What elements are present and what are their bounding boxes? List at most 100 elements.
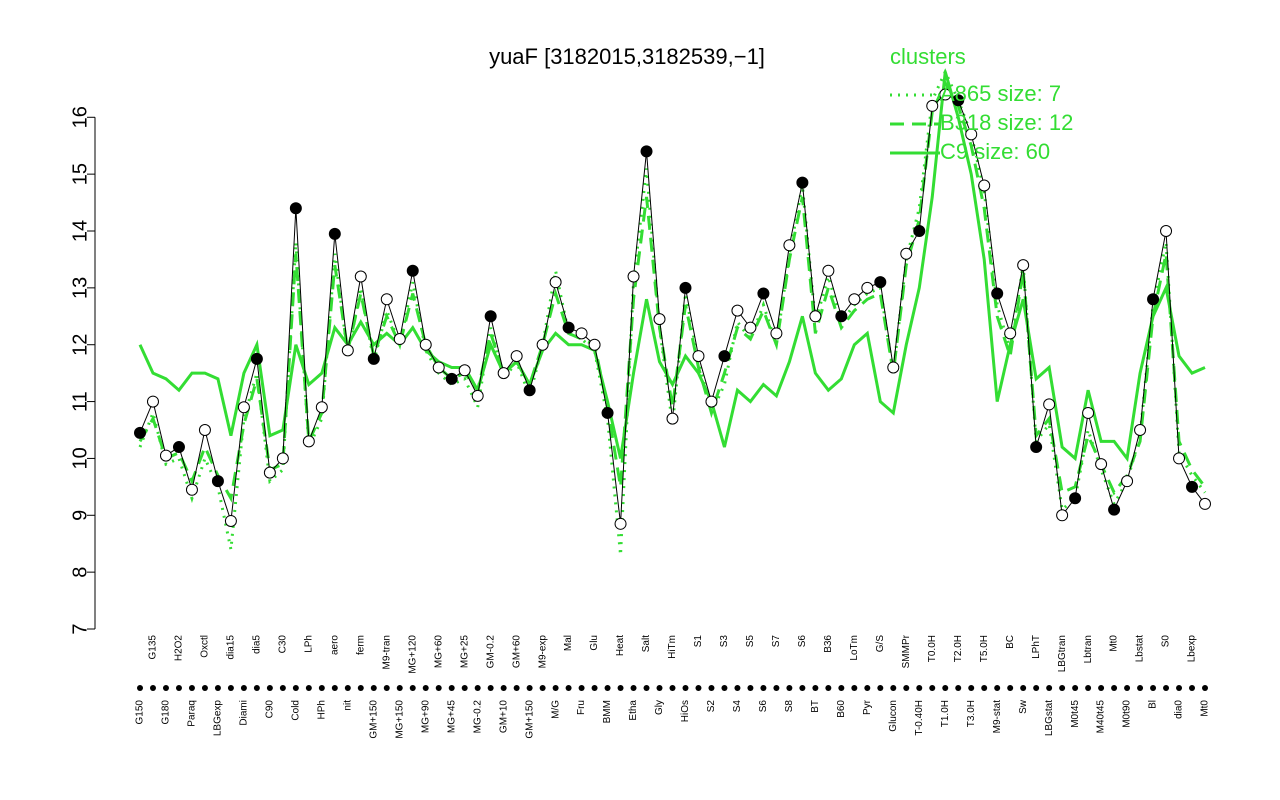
data-point: [198, 424, 211, 436]
x-tick-dot: [149, 685, 156, 691]
x-tick-label: aero: [329, 635, 340, 655]
x-tick-dot: [734, 685, 741, 691]
x-tick-dot: [1163, 685, 1170, 691]
x-tick-dot: [682, 685, 689, 691]
y-tick-label: 13: [69, 277, 91, 299]
y-tick-label: 15: [69, 163, 91, 185]
data-point: [718, 350, 731, 363]
y-tick-label: 9: [69, 510, 91, 521]
x-tick-label: LBGtran: [1057, 635, 1068, 672]
data-point: [134, 426, 146, 439]
x-tick-label: GM+10: [498, 700, 509, 734]
x-tick-label: S6: [758, 700, 769, 713]
x-tick-label: Mt0: [1200, 700, 1211, 717]
data-point: [302, 435, 315, 448]
x-tick-dot: [1020, 685, 1027, 691]
x-tick-dot: [513, 685, 520, 691]
x-tick-dot: [396, 685, 403, 691]
y-tick-label: 11: [69, 391, 91, 412]
y-tick-label: 8: [69, 567, 91, 578]
data-point: [796, 176, 809, 189]
x-tick-label: G135: [148, 635, 159, 660]
legend-title: clusters: [890, 44, 966, 69]
data-point: [952, 94, 965, 107]
x-tick-dot: [630, 685, 637, 691]
data-point: [757, 287, 770, 300]
x-tick-label: HPh: [316, 700, 327, 719]
x-tick-label: Salt: [641, 635, 652, 652]
plot-area: [134, 68, 1211, 556]
data-point: [1056, 509, 1069, 522]
data-point: [991, 287, 1004, 300]
x-tick-dot: [747, 685, 754, 691]
x-tick-dot: [474, 685, 481, 691]
x-tick-dot: [578, 685, 585, 691]
x-tick-label: SMMPr: [901, 634, 912, 668]
x-tick-label: Etha: [628, 700, 639, 721]
x-tick-dot: [838, 685, 845, 691]
data-point: [1147, 293, 1160, 306]
x-tick-dot: [695, 685, 702, 691]
x-tick-label: Paraq: [187, 700, 198, 727]
x-tick-dot: [1189, 685, 1196, 691]
data-point: [640, 145, 653, 158]
x-tick-dot: [929, 685, 936, 691]
data-point: [289, 202, 302, 215]
x-tick-dot: [331, 685, 338, 691]
x-tick-label: dia15: [226, 635, 237, 660]
data-point: [406, 264, 419, 277]
data-point: [536, 338, 549, 351]
x-tick-dot: [1150, 685, 1157, 691]
x-tick-dot: [461, 685, 468, 691]
x-tick-label: M9-stat: [992, 700, 1003, 734]
x-tick-dot: [851, 685, 858, 691]
x-tick-dot: [942, 685, 949, 691]
x-tick-label: S7: [771, 635, 782, 648]
data-point: [445, 372, 458, 385]
x-tick-dot: [825, 685, 832, 691]
x-tick-label: Bl: [1148, 700, 1159, 709]
x-tick-dot: [318, 685, 325, 691]
data-point: [419, 338, 432, 351]
x-tick-dot: [344, 685, 351, 691]
data-point: [1199, 497, 1211, 510]
data-point: [341, 344, 354, 357]
x-tick-label: dia5: [252, 635, 263, 654]
data-point: [679, 281, 692, 294]
x-tick-dot: [253, 685, 260, 691]
x-tick-dot: [669, 685, 676, 691]
x-tick-dot: [448, 685, 455, 691]
x-tick-dot: [1085, 685, 1092, 691]
x-tick-label: Pyr: [862, 699, 873, 715]
x-tick-label: C30: [278, 635, 289, 654]
data-point: [848, 293, 861, 306]
x-tick-dot: [240, 685, 247, 691]
x-tick-dot: [266, 685, 273, 691]
x-tick-label: G/S: [875, 635, 886, 653]
data-point: [770, 327, 783, 340]
data-point: [965, 128, 978, 141]
x-tick-label: S2: [706, 700, 717, 713]
data-point: [627, 270, 640, 283]
x-tick-dot: [422, 685, 429, 691]
data-point: [1043, 398, 1056, 411]
x-tick-dot: [487, 685, 494, 691]
x-tick-dot: [1137, 685, 1144, 691]
x-tick-label: C90: [265, 700, 276, 719]
x-tick-dot: [721, 685, 728, 691]
x-tick-dot: [214, 685, 221, 691]
data-point: [172, 441, 185, 454]
data-point: [913, 225, 926, 237]
data-point: [523, 384, 536, 397]
x-tick-label: MG+60: [433, 635, 444, 669]
x-tick-label: BC: [1005, 635, 1016, 649]
x-tick-dot: [955, 685, 962, 691]
x-tick-label: S6: [797, 635, 808, 648]
data-point: [497, 367, 510, 380]
x-tick-label: M0t45: [1070, 700, 1081, 728]
x-tick-label: S4: [732, 700, 743, 713]
data-point: [1186, 480, 1199, 493]
x-tick-label: S8: [784, 700, 795, 713]
data-point: [731, 304, 744, 317]
y-tick-label: 10: [69, 447, 91, 469]
